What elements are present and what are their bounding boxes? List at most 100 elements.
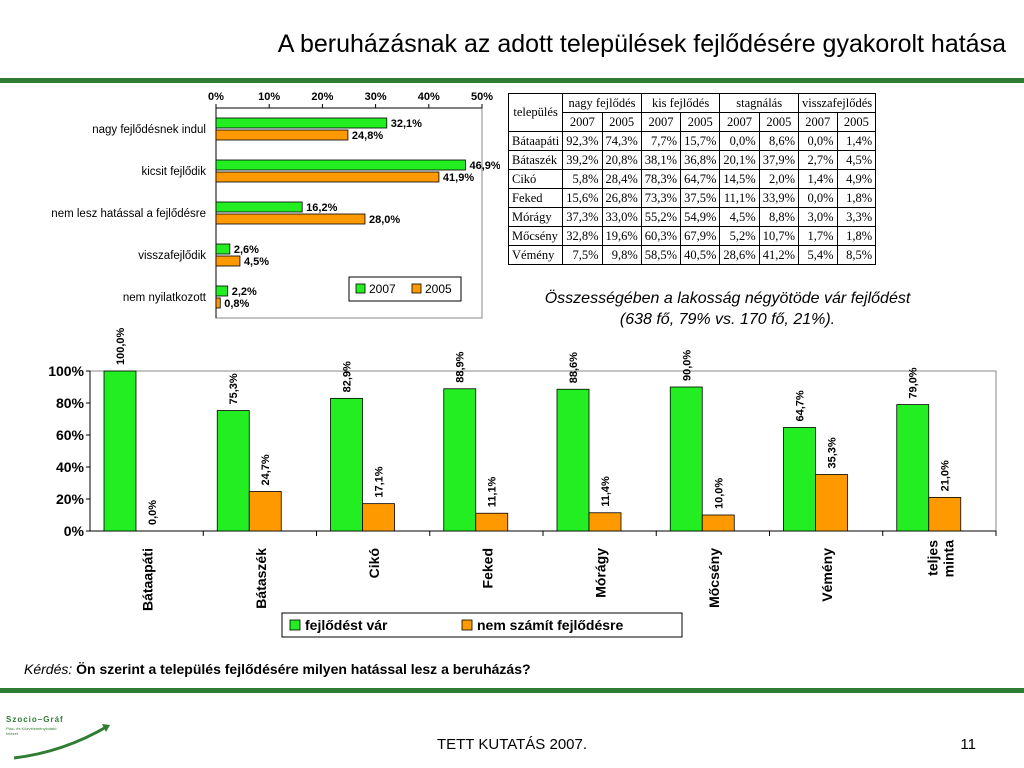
question: Kérdés: Ön szerint a település fejlődésé… (24, 661, 531, 677)
bar-expects-growth (556, 388, 590, 532)
y-tick-label: 20% (56, 491, 85, 507)
table-cell: 33,0% (601, 207, 642, 227)
footer-text: TETT KUTATÁS 2007. (436, 736, 588, 753)
table-year-header: 2005 (680, 112, 721, 132)
svg-text:Szocio–Gráf: Szocio–Gráf (6, 715, 64, 724)
table-cell: 54,9% (680, 207, 721, 227)
table-row: Vémény 7,5% 9,8% 58,5% 40,5% 28,6% 41,2% 5,4% 8,… (507, 245, 877, 265)
data-label: 90,0% (681, 350, 693, 381)
table-cell: 8,5% (836, 245, 877, 265)
bar-expects-growth (216, 410, 250, 532)
bar-expects-growth (330, 397, 363, 532)
bar-2007 (215, 201, 303, 213)
legend-swatch (289, 619, 301, 631)
svg-text:Piac- és Közvéleménykutató: Piac- és Közvéleménykutató (6, 726, 57, 731)
data-label: 41,9% (443, 172, 474, 184)
category-label-line: minta (940, 540, 956, 578)
data-label: 11,1% (487, 476, 499, 507)
bottom-column-chart: 0% 20% 40% 60% 80% 100% 100,0% 0,0% Bátaapáti 75,… (48, 327, 997, 638)
svg-text:Intézet: Intézet (6, 731, 19, 736)
category-label: visszafejlődik (138, 250, 206, 262)
table-cell: 1,4% (836, 131, 877, 151)
bar-no-growth (475, 512, 509, 532)
category-label: teljes minta (924, 540, 956, 578)
szocio-graf-logo: Szocio–Gráf Piac- és Közvéleménykutató I… (6, 715, 110, 760)
title-rule (0, 78, 1024, 83)
data-label: 0,8% (224, 298, 249, 310)
category-label: Feked (479, 548, 495, 588)
table-year-header: 2007 (640, 112, 682, 132)
legend-label: fejlődést vár (305, 617, 388, 633)
table-cell: 9,8% (601, 245, 642, 265)
y-tick-label: 40% (56, 459, 85, 475)
data-label: 4,5% (244, 256, 269, 268)
data-label: 32,1% (391, 118, 422, 130)
data-label: 64,7% (795, 390, 807, 421)
category-label: nem nyilatkozott (123, 292, 207, 304)
legend-label: 2005 (425, 282, 452, 296)
y-tick-label: 80% (56, 395, 85, 411)
table-cell: 58,5% (640, 245, 682, 265)
bar-no-growth (815, 474, 848, 532)
legend-label: 2007 (369, 282, 396, 296)
question-text: Ön szerint a település fejlődésére milye… (76, 661, 531, 677)
category-label: Cikó (366, 548, 382, 578)
data-label: 75,3% (228, 373, 240, 404)
table-cell: 1,8% (836, 226, 877, 246)
table-cell: 33,9% (758, 188, 799, 208)
data-label: 28,0% (369, 214, 400, 226)
table-cell: 4,9% (836, 169, 877, 189)
data-label: 88,6% (568, 352, 580, 383)
y-tick-label: 60% (56, 427, 85, 443)
bar-2005 (215, 171, 440, 183)
table-cell: 40,5% (680, 245, 721, 265)
data-label: 16,2% (306, 202, 337, 214)
table-cell: 5,8% (562, 169, 603, 189)
page-number: 11 (960, 736, 976, 753)
table-cell: 64,7% (680, 169, 721, 189)
category-label: Bátaszék (253, 548, 269, 609)
category-label-line: teljes (924, 540, 940, 576)
table-cell: 7,7% (640, 131, 682, 151)
category-label: Mőcsény (706, 548, 722, 608)
table-cell: 15,6% (562, 188, 603, 208)
data-label: 2,6% (234, 244, 259, 256)
top-horizontal-bar-chart: 0% 10% 20% 30% 40% 50% nagy fejlődésnek indul 3… (51, 91, 500, 319)
table-cell: 36,8% (680, 150, 721, 170)
category-label: kicsit fejlődik (141, 166, 206, 178)
bar-2005 (215, 213, 366, 225)
table-cell: 37,5% (680, 188, 721, 208)
bar-no-growth (701, 514, 735, 532)
table-cell: 0,0% (797, 188, 838, 208)
data-label: 10,0% (713, 478, 725, 509)
question-label: Kérdés: (24, 661, 73, 677)
table-year-header: 2005 (836, 112, 877, 132)
bar-expects-growth (783, 427, 816, 532)
data-label: 88,9% (455, 351, 467, 382)
table-header: nagy fejlődés (562, 93, 642, 113)
table-row: Mórágy 37,3% 33,0% 55,2% 54,9% 4,5% 8,8% 3,0% 3,… (507, 207, 877, 227)
x-tick-label: 40% (418, 91, 440, 103)
data-label: 79,0% (908, 367, 920, 398)
table-cell: 37,3% (562, 207, 603, 227)
table-cell: 7,5% (562, 245, 603, 265)
category-label: Bátaapáti (140, 548, 156, 611)
table-cell: 14,5% (719, 169, 760, 189)
x-tick-label: 50% (471, 91, 493, 103)
bar-2007 (215, 285, 229, 297)
data-label: 35,3% (827, 437, 839, 468)
data-label: 24,7% (260, 454, 272, 485)
data-table: település nagy fejlődés kis fejlődés stagná… (507, 93, 877, 265)
bar-2007 (215, 159, 466, 171)
bar-expects-growth (103, 370, 137, 532)
x-tick-label: 0% (208, 91, 224, 103)
y-tick-label: 0% (64, 523, 85, 539)
table-row: Mőcsény 32,8% 19,6% 60,3% 67,9% 5,2% 10,7% 1,7%… (507, 226, 877, 246)
bar-expects-growth (896, 404, 930, 532)
table-cell: 73,3% (640, 188, 682, 208)
bar-no-growth (248, 491, 282, 532)
table-cell: 55,2% (640, 207, 682, 227)
data-label: 17,1% (374, 466, 386, 497)
data-label: 11,4% (600, 476, 612, 507)
bar-2007 (215, 243, 231, 255)
